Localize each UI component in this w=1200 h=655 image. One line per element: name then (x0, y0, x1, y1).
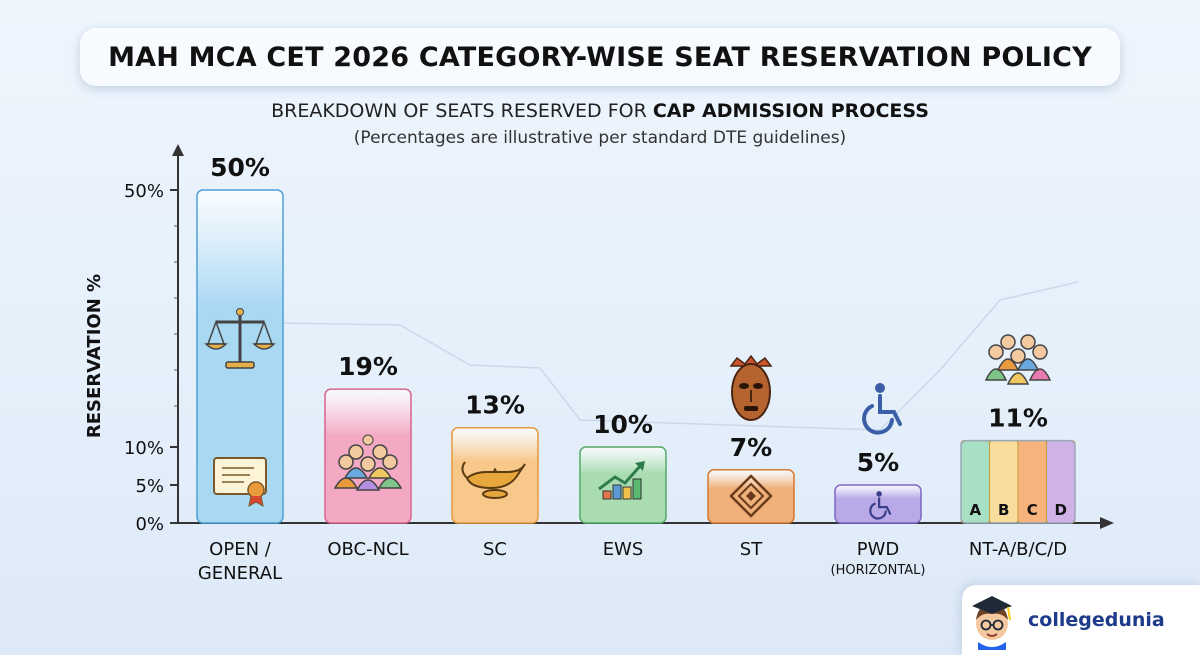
y-tick-label: 5% (135, 476, 164, 497)
brand-logo-text: collegedunia (1028, 609, 1165, 631)
wheelchair-icon (862, 383, 902, 435)
category-label: OPEN / (209, 539, 272, 560)
segment-label: D (1055, 501, 1067, 519)
category-label: SC (483, 539, 507, 560)
segment-label: A (969, 501, 981, 519)
category-label: EWS (603, 539, 644, 560)
value-label: 7% (730, 433, 772, 462)
category-label: NT-A/B/C/D (969, 539, 1067, 560)
family-icon (984, 334, 1052, 385)
chart-subtitle: BREAKDOWN OF SEATS RESERVED FOR CAP ADMI… (0, 100, 1200, 122)
subtitle-bold: CAP ADMISSION PROCESS (652, 100, 929, 122)
trend-line (279, 281, 1079, 431)
value-label: 11% (988, 404, 1048, 433)
subtitle-prefix: BREAKDOWN OF SEATS RESERVED FOR (271, 100, 653, 122)
value-label: 13% (465, 391, 525, 420)
tribal-pattern-icon (729, 474, 773, 518)
category-label: ST (740, 539, 763, 560)
value-label: 19% (338, 352, 398, 381)
value-label: 50% (210, 153, 270, 182)
bar-outline (960, 439, 1076, 524)
category-label: OBC-NCL (327, 539, 408, 560)
segment-label: B (998, 501, 1009, 519)
y-tick-label: 50% (124, 181, 164, 202)
bar (579, 446, 667, 524)
scales-icon (204, 308, 276, 369)
y-axis-label: RESERVATION % (84, 274, 105, 438)
growth-chart-icon (598, 461, 645, 500)
lamp-icon (461, 461, 526, 499)
segment-label: C (1027, 501, 1038, 519)
category-label: GENERAL (198, 563, 282, 584)
certificate-icon (213, 457, 267, 507)
chart-note: (Percentages are illustrative per standa… (353, 128, 847, 148)
y-tick-label: 10% (124, 438, 164, 459)
wheelchair-small-icon (869, 491, 892, 520)
tribal-mask-icon (729, 354, 773, 421)
student-mascot-icon (972, 596, 1012, 650)
value-label: 10% (593, 410, 653, 439)
value-label: 5% (857, 448, 899, 477)
x-axis-arrow (1100, 517, 1114, 529)
category-label: PWD (857, 539, 900, 560)
y-tick-label: 0% (135, 514, 164, 535)
chart-title: MAH MCA CET 2026 CATEGORY-WISE SEAT RESE… (108, 41, 1092, 73)
y-axis-arrow (172, 144, 184, 156)
bar (324, 388, 412, 524)
title-banner: MAH MCA CET 2026 CATEGORY-WISE SEAT RESE… (80, 28, 1120, 86)
category-sublabel: (HORIZONTAL) (831, 563, 926, 578)
brand-logo-card[interactable]: collegedunia (962, 585, 1200, 655)
group-icon (333, 434, 403, 491)
